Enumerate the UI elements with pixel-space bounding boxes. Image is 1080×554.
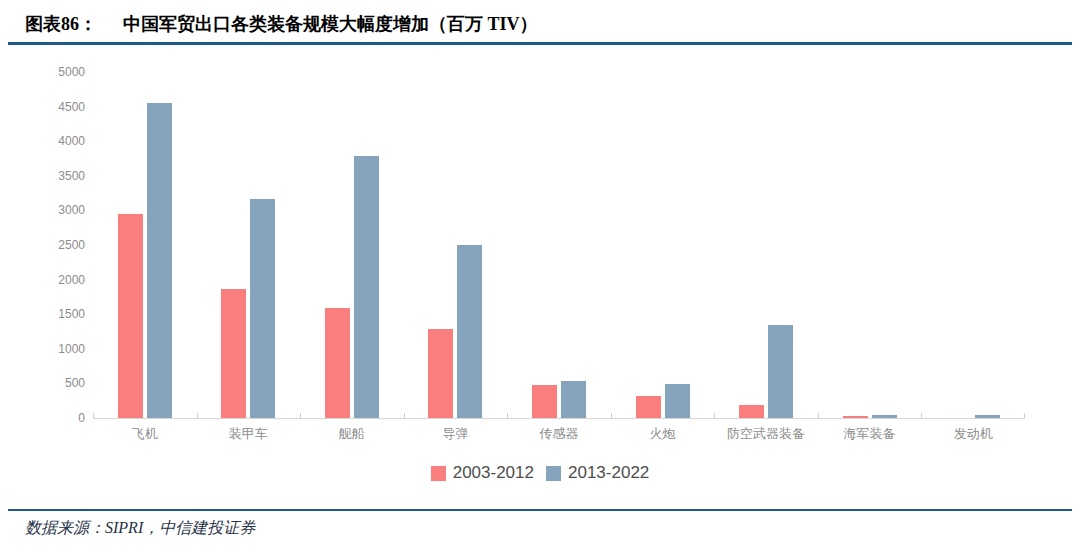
y-tick-label: 4500 bbox=[25, 100, 85, 114]
x-tick-label: 传感器 bbox=[507, 425, 611, 443]
category-group bbox=[300, 72, 404, 418]
bar-2013-2022 bbox=[872, 415, 897, 418]
category-group bbox=[404, 72, 508, 418]
x-axis-tick bbox=[921, 413, 922, 418]
bar-2013-2022 bbox=[354, 156, 379, 418]
x-axis-tick bbox=[507, 413, 508, 418]
x-tick-label: 舰船 bbox=[300, 425, 404, 443]
category-group bbox=[93, 72, 197, 418]
bar-2003-2012 bbox=[221, 289, 246, 418]
legend-swatch-icon bbox=[546, 466, 561, 481]
category-group bbox=[507, 72, 611, 418]
bar-2013-2022 bbox=[561, 381, 586, 418]
category-group bbox=[818, 72, 922, 418]
x-axis-labels: 飞机装甲车舰船导弹传感器火炮防空武器装备海军装备发动机 bbox=[93, 425, 1025, 443]
x-tick-label: 防空武器装备 bbox=[714, 425, 818, 443]
x-axis-tick bbox=[404, 413, 405, 418]
x-axis-tick bbox=[197, 413, 198, 418]
y-tick-label: 3500 bbox=[25, 169, 85, 183]
plot-area bbox=[93, 72, 1025, 419]
legend-swatch-icon bbox=[431, 466, 446, 481]
bar-2003-2012 bbox=[532, 385, 557, 418]
y-tick-label: 0 bbox=[25, 411, 85, 425]
x-tick-label: 装甲车 bbox=[197, 425, 301, 443]
category-group bbox=[714, 72, 818, 418]
y-tick-label: 4000 bbox=[25, 134, 85, 148]
bar-2013-2022 bbox=[457, 245, 482, 418]
x-axis-tick bbox=[818, 413, 819, 418]
bar-2003-2012 bbox=[739, 405, 764, 418]
legend-label: 2003-2012 bbox=[453, 463, 534, 483]
legend-item: 2013-2022 bbox=[546, 463, 649, 483]
bar-2003-2012 bbox=[428, 329, 453, 418]
x-tick-label: 火炮 bbox=[611, 425, 715, 443]
bar-2013-2022 bbox=[147, 103, 172, 418]
bar-2013-2022 bbox=[768, 325, 793, 418]
x-tick-label: 海军装备 bbox=[818, 425, 922, 443]
chart-legend: 2003-2012 2013-2022 bbox=[0, 463, 1080, 483]
x-axis-tick bbox=[300, 413, 301, 418]
y-tick-label: 3000 bbox=[25, 203, 85, 217]
bar-2003-2012 bbox=[118, 214, 143, 418]
category-group bbox=[197, 72, 301, 418]
x-tick-label: 发动机 bbox=[921, 425, 1025, 443]
bar-2003-2012 bbox=[843, 416, 868, 418]
bar-2013-2022 bbox=[665, 384, 690, 418]
report-figure-page: 图表86：中国军贸出口各类装备规模大幅度增加（百万 TIV） 050010001… bbox=[0, 0, 1080, 554]
category-group bbox=[921, 72, 1025, 418]
x-axis-tick bbox=[714, 413, 715, 418]
legend-label: 2013-2022 bbox=[568, 463, 649, 483]
bar-2003-2012 bbox=[325, 308, 350, 418]
data-source: 数据来源：SIPRI，中信建投证券 bbox=[25, 518, 255, 539]
footer-rule bbox=[8, 509, 1072, 511]
bar-2013-2022 bbox=[975, 415, 1000, 418]
category-group bbox=[611, 72, 715, 418]
y-tick-label: 1500 bbox=[25, 307, 85, 321]
x-axis-tick bbox=[611, 413, 612, 418]
y-tick-label: 2000 bbox=[25, 273, 85, 287]
x-tick-label: 导弹 bbox=[404, 425, 508, 443]
y-tick-label: 5000 bbox=[25, 65, 85, 79]
x-axis-tick bbox=[93, 413, 94, 418]
y-tick-label: 2500 bbox=[25, 238, 85, 252]
y-tick-label: 1000 bbox=[25, 342, 85, 356]
bar-chart: 0 500 1000 1500 2000 2500 3000 3500 4000 4500 5000… bbox=[0, 0, 1080, 460]
bar-2003-2012 bbox=[636, 396, 661, 418]
bar-2013-2022 bbox=[250, 199, 275, 418]
x-tick-label: 飞机 bbox=[93, 425, 197, 443]
y-tick-label: 500 bbox=[25, 376, 85, 390]
legend-item: 2003-2012 bbox=[431, 463, 534, 483]
x-axis-tick bbox=[1024, 413, 1025, 418]
